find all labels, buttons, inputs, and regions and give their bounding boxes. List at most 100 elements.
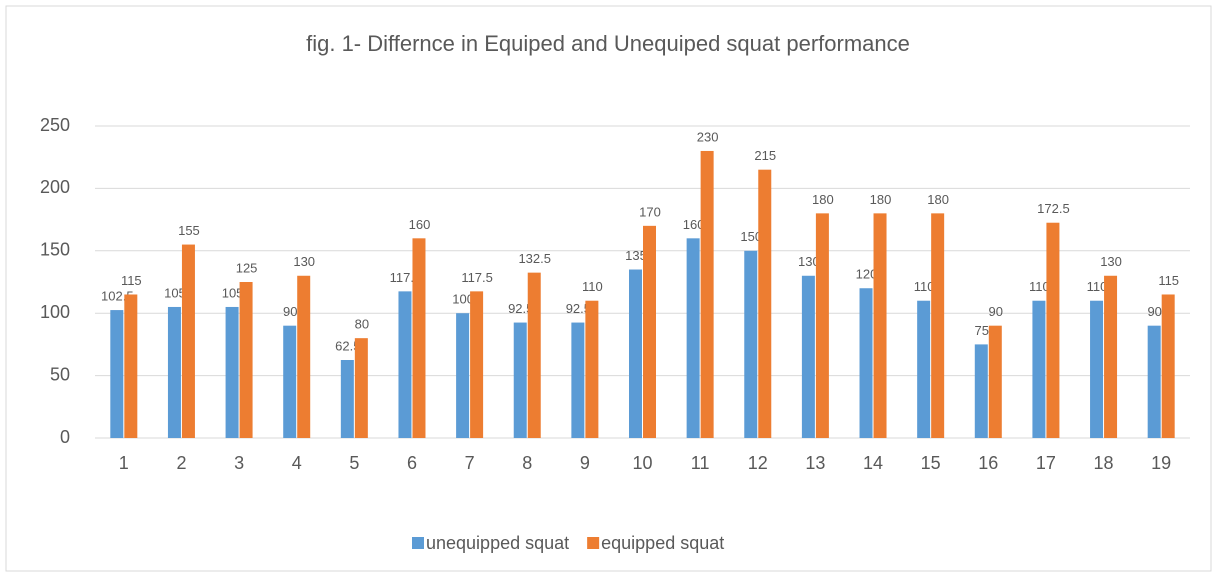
- data-label: 90: [989, 304, 1003, 319]
- bar: [124, 294, 138, 438]
- bar: [931, 213, 945, 438]
- x-tick-label: 11: [691, 453, 710, 473]
- bar: [1090, 300, 1104, 438]
- data-label: 180: [927, 192, 949, 207]
- data-label: 90: [283, 304, 297, 319]
- x-tick-label: 17: [1036, 453, 1056, 473]
- y-tick-label: 150: [40, 240, 70, 260]
- bar: [873, 213, 887, 438]
- bar: [1161, 294, 1175, 438]
- data-label: 100: [452, 292, 474, 307]
- x-tick-label: 2: [176, 453, 186, 473]
- x-tick-label: 1: [119, 453, 129, 473]
- data-label: 120: [856, 267, 878, 282]
- bar: [859, 288, 873, 438]
- data-label: 110: [582, 279, 603, 294]
- x-tick-label: 18: [1094, 453, 1114, 473]
- data-label: 125: [236, 260, 258, 275]
- data-label: 160: [409, 217, 431, 232]
- bar: [815, 213, 829, 438]
- x-tick-label: 15: [921, 453, 941, 473]
- x-tick-label: 4: [292, 453, 302, 473]
- x-tick-label: 9: [580, 453, 590, 473]
- bar: [571, 322, 585, 438]
- bar: [1046, 222, 1060, 438]
- data-label: 215: [754, 148, 776, 163]
- data-label: 160: [683, 217, 705, 232]
- bar: [181, 244, 195, 438]
- bar: [988, 325, 1002, 438]
- bar: [1032, 300, 1046, 438]
- data-label: 117.5: [461, 270, 493, 285]
- data-label: 92.5: [508, 301, 533, 316]
- bar: [110, 310, 124, 438]
- bar: [629, 269, 642, 438]
- legend-swatch: [412, 537, 424, 549]
- x-tick-label: 5: [349, 453, 359, 473]
- data-label: 130: [798, 254, 820, 269]
- bar: [700, 150, 714, 438]
- legend-label: unequipped squat: [426, 533, 569, 553]
- bar: [225, 306, 239, 438]
- data-label: 110: [1029, 279, 1050, 294]
- data-label: 150: [740, 229, 762, 244]
- data-label: 135: [625, 248, 647, 263]
- y-tick-label: 0: [60, 427, 70, 447]
- y-tick-label: 250: [40, 115, 70, 135]
- x-tick-label: 3: [234, 453, 244, 473]
- data-label: 110: [914, 279, 935, 294]
- data-label: 130: [293, 254, 315, 269]
- data-label: 180: [812, 192, 834, 207]
- y-tick-label: 100: [40, 302, 70, 322]
- bar: [456, 313, 470, 438]
- bar: [744, 250, 758, 438]
- data-label: 180: [870, 192, 892, 207]
- y-tick-label: 50: [50, 364, 70, 384]
- x-tick-label: 13: [805, 453, 825, 473]
- bar: [917, 300, 931, 438]
- chart-border: [5, 5, 1212, 572]
- bar: [513, 322, 527, 438]
- bar: [527, 272, 541, 438]
- bar: [398, 291, 412, 438]
- chart-title: fig. 1- Differnce in Equiped and Unequip…: [306, 31, 910, 56]
- bar: [470, 291, 484, 438]
- data-label: 132.5: [518, 251, 551, 266]
- data-label: 92.5: [566, 301, 591, 316]
- data-label: 80: [355, 317, 369, 332]
- bar: [1104, 275, 1118, 438]
- data-label: 115: [121, 273, 142, 288]
- bar: [974, 344, 988, 438]
- data-label: 90: [1147, 304, 1161, 319]
- x-tick-label: 6: [407, 453, 417, 473]
- x-tick-label: 14: [863, 453, 883, 473]
- x-tick-label: 16: [978, 453, 998, 473]
- bar: [283, 325, 297, 438]
- bar: [354, 338, 368, 438]
- data-label: 115: [1158, 273, 1179, 288]
- bar: [643, 225, 656, 438]
- bar: [1147, 325, 1161, 438]
- bar: [340, 360, 354, 438]
- data-label: 105: [164, 285, 186, 300]
- x-tick-label: 7: [465, 453, 475, 473]
- bar: [412, 238, 426, 438]
- data-label: 130: [1100, 254, 1122, 269]
- bar: [297, 275, 311, 438]
- x-tick-label: 12: [748, 453, 768, 473]
- data-label: 172.5: [1037, 201, 1070, 216]
- x-tick-label: 8: [522, 453, 532, 473]
- bar: [801, 275, 815, 438]
- bar: [686, 238, 700, 438]
- data-label: 62.5: [335, 338, 360, 353]
- bar: [167, 306, 181, 438]
- y-tick-label: 200: [40, 177, 70, 197]
- data-label: 105: [222, 285, 244, 300]
- data-label: 155: [178, 223, 200, 238]
- data-label: 230: [697, 129, 719, 144]
- data-label: 75: [975, 323, 989, 338]
- bar: [585, 300, 599, 438]
- data-label: 170: [639, 204, 661, 219]
- data-label: 110: [1087, 279, 1108, 294]
